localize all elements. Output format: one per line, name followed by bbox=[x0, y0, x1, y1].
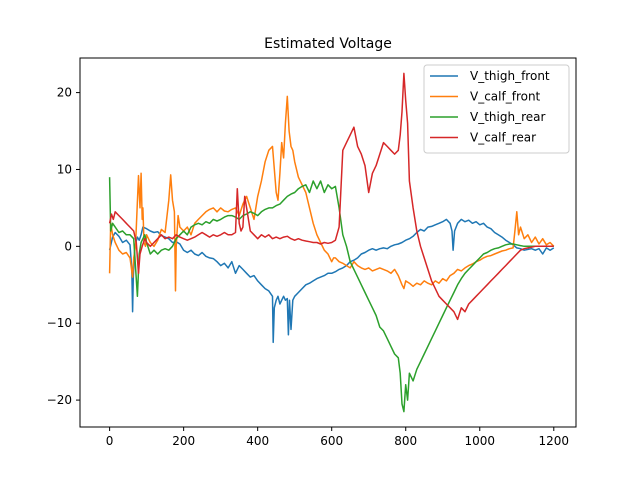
axis-layer: 0 200 400 600 800 1000 1200 −20 −10 0 10 20 bbox=[47, 86, 569, 448]
legend-box bbox=[423, 64, 570, 154]
x-tick-label: 1200 bbox=[539, 434, 570, 448]
y-tick-label: 20 bbox=[57, 86, 72, 100]
y-tick-label: −20 bbox=[47, 393, 72, 407]
x-tick-label: 1000 bbox=[464, 434, 495, 448]
legend: V_thigh_front V_calf_front V_thigh_rear V_c… bbox=[423, 64, 570, 154]
x-tick-label: 600 bbox=[320, 434, 343, 448]
series-layer bbox=[108, 72, 555, 413]
legend-label: V_calf_front bbox=[470, 90, 541, 104]
series-line-V-thigh-rear bbox=[108, 177, 554, 413]
y-tick-label: 0 bbox=[64, 239, 72, 253]
y-tick-label: −10 bbox=[47, 316, 72, 330]
legend-label: V_calf_rear bbox=[470, 131, 536, 145]
legend-label: V_thigh_front bbox=[470, 69, 550, 83]
x-tick-label: 0 bbox=[106, 434, 114, 448]
chart-title: Estimated Voltage bbox=[264, 36, 392, 52]
plot-frame bbox=[79, 57, 577, 428]
legend-label: V_thigh_rear bbox=[470, 110, 545, 124]
x-tick-label: 400 bbox=[246, 434, 269, 448]
x-tick-label: 200 bbox=[172, 434, 195, 448]
series-line-V-calf-rear bbox=[108, 72, 554, 321]
y-tick-label: 10 bbox=[57, 162, 72, 176]
x-tick-label: 800 bbox=[394, 434, 417, 448]
